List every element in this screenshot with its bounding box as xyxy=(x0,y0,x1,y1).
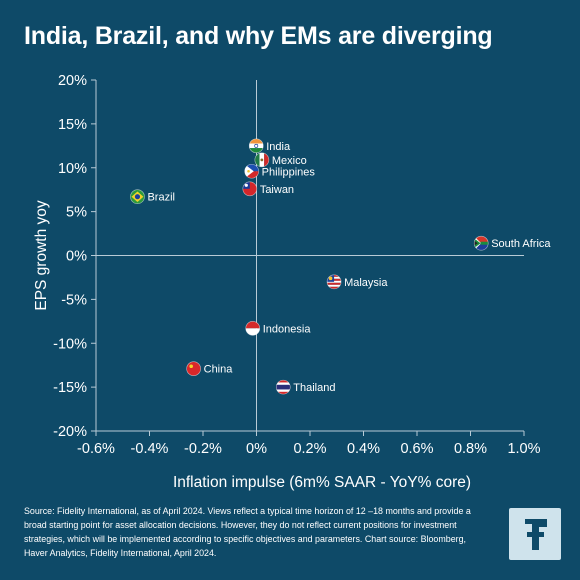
point-label: Thailand xyxy=(293,382,335,394)
page-title: India, Brazil, and why EMs are diverging xyxy=(24,22,493,50)
x-tick-label: 0% xyxy=(246,441,267,457)
point-label: South Africa xyxy=(491,238,551,250)
y-tick-label: -10% xyxy=(53,336,87,352)
data-point xyxy=(244,163,259,179)
point-label: Taiwan xyxy=(260,184,294,196)
flag-china-icon xyxy=(186,361,201,376)
y-tick-label: -5% xyxy=(61,292,87,308)
point-label: China xyxy=(204,364,234,376)
data-point xyxy=(254,152,270,168)
point-label: Malaysia xyxy=(344,277,388,289)
x-tick-label: 0.8% xyxy=(454,441,487,457)
x-tick-label: -0.2% xyxy=(184,441,222,457)
flag-mexico-icon xyxy=(254,152,269,167)
x-tick-label: -0.6% xyxy=(77,441,115,457)
y-tick-label: -15% xyxy=(53,380,87,396)
fidelity-logo xyxy=(509,508,561,560)
y-tick-label: 10% xyxy=(58,161,87,177)
x-tick-label: 1.0% xyxy=(507,441,540,457)
data-point xyxy=(130,189,145,205)
flag-malaysia-icon xyxy=(327,274,342,289)
data-point xyxy=(275,379,291,395)
flag-india-icon xyxy=(249,138,264,153)
scatter-chart: 20% 15% 10% 5% 0% -5% -10% -15% -20%-0.6% -0.4% -0… xyxy=(33,73,551,491)
x-tick-label: -0.4% xyxy=(131,441,169,457)
x-tick-label: 0.4% xyxy=(347,441,380,457)
data-point xyxy=(186,361,201,376)
data-point xyxy=(248,138,264,154)
footer-source-note: Source: Fidelity International, as of Ap… xyxy=(24,504,484,560)
data-point xyxy=(245,321,261,336)
flag-brazil-icon xyxy=(130,189,145,204)
data-point xyxy=(326,274,342,290)
y-tick-label: 0% xyxy=(66,249,87,265)
y-tick-label: 15% xyxy=(58,117,87,133)
x-axis-title: Inflation impulse (6m% SAAR - YoY% core) xyxy=(173,474,471,491)
point-label: India xyxy=(266,141,291,153)
y-tick-label: 5% xyxy=(66,205,87,221)
flag-south-africa-icon xyxy=(474,236,489,251)
x-tick-label: 0.2% xyxy=(293,441,326,457)
flag-philippines-icon xyxy=(244,164,259,179)
x-tick-label: 0.6% xyxy=(400,441,433,457)
point-label: Philippines xyxy=(262,166,316,178)
y-axis-title: EPS growth yoy xyxy=(33,200,50,311)
data-point xyxy=(473,235,489,251)
flag-taiwan-icon xyxy=(242,181,257,196)
source-text: Source: Fidelity International, as of Ap… xyxy=(24,506,471,558)
data-point xyxy=(242,181,258,197)
fidelity-f-logo-icon xyxy=(525,519,547,550)
chart-axes xyxy=(95,80,524,432)
flag-indonesia-icon xyxy=(245,321,260,336)
chart-ticks: 20% 15% 10% 5% 0% -5% -10% -15% -20%-0.6% -0.4% -0… xyxy=(53,73,540,457)
point-label: Mexico xyxy=(272,155,307,167)
y-tick-label: -20% xyxy=(53,424,87,440)
point-label: Brazil xyxy=(147,192,175,204)
point-label: Indonesia xyxy=(263,323,312,335)
y-tick-label: 20% xyxy=(58,73,87,89)
flag-thailand-icon xyxy=(276,380,291,395)
